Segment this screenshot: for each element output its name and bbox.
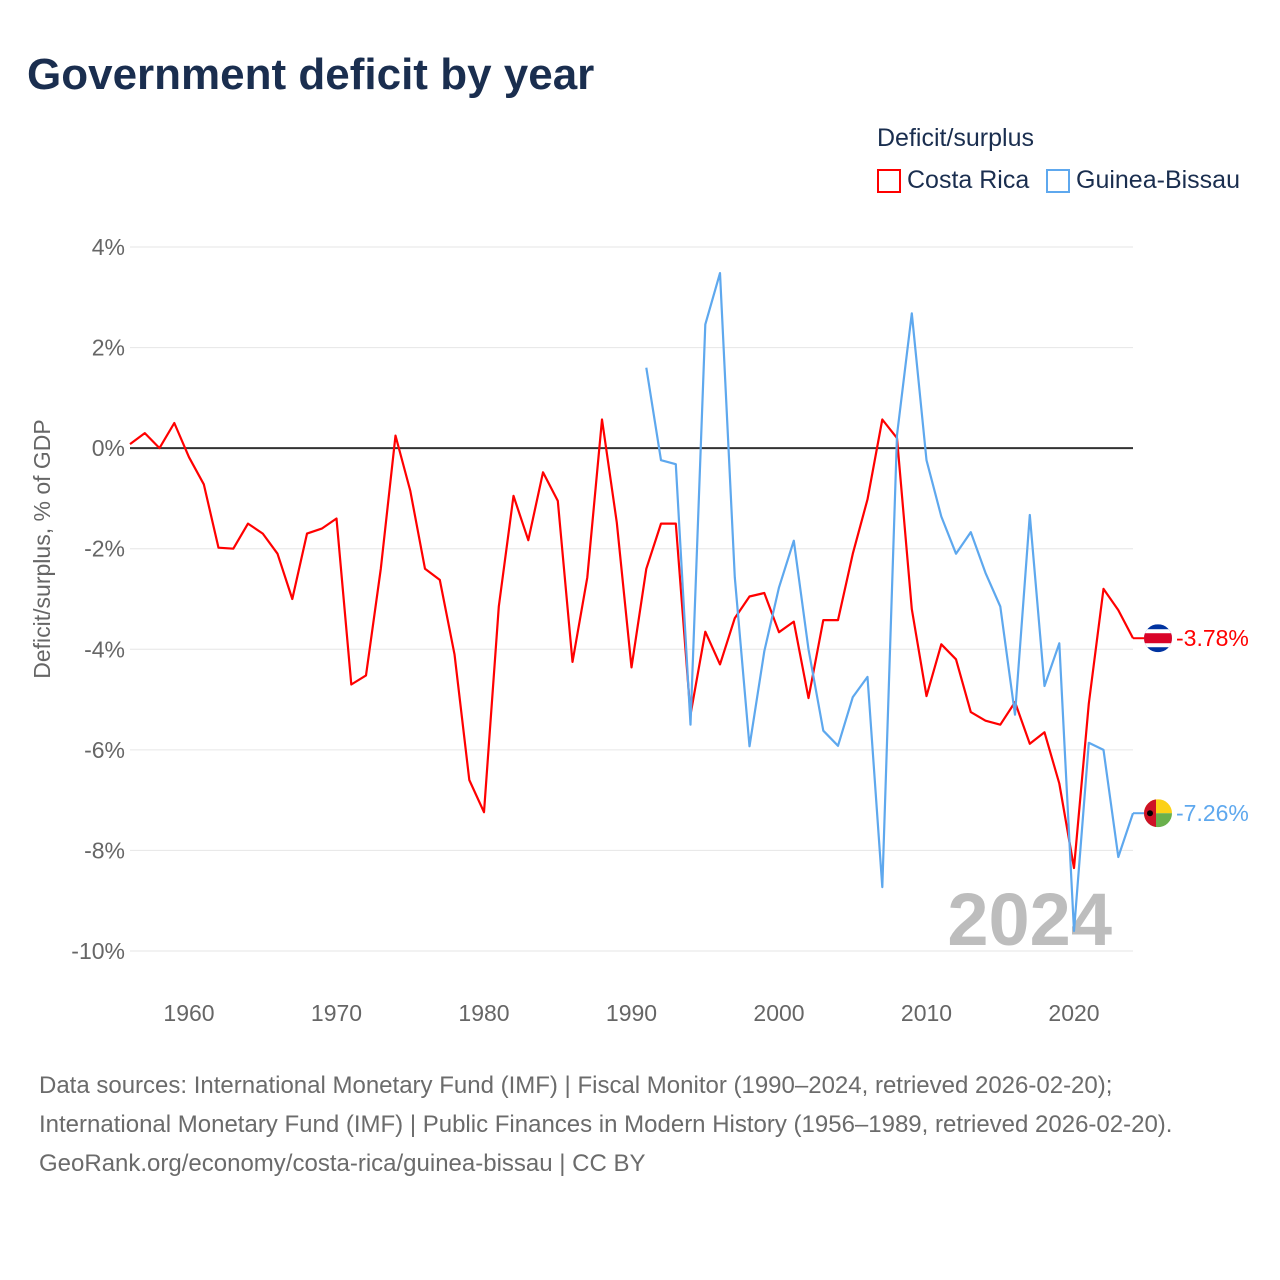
costa-rica-flag-icon	[1144, 624, 1172, 653]
legend-swatch-icon	[1046, 168, 1070, 193]
legend-label: Guinea-Bissau	[1076, 166, 1240, 194]
line-chart: 4% 2% 0% -2% -4% -6% -8% -10% 1960 1970 1980 1990 20…	[29, 234, 1249, 1026]
legend-item-costa-rica[interactable]: Costa Rica	[877, 166, 1029, 195]
y-tick-label: -4%	[84, 636, 125, 662]
year-annotation: 2024	[947, 878, 1112, 961]
y-tick-label: 4%	[92, 234, 125, 260]
series-line-guinea-bissau	[645, 272, 1135, 933]
x-tick-label: 2000	[753, 1000, 804, 1026]
y-tick-label: 2%	[92, 335, 125, 361]
chart-title: Government deficit by year	[27, 50, 595, 99]
y-axis-title: Deficit/surplus, % of GDP	[29, 419, 55, 678]
series-line-costa-rica	[129, 418, 1134, 870]
data-sources: Data sources: International Monetary Fun…	[39, 1072, 1173, 1138]
x-tick-label: 1960	[163, 1000, 214, 1026]
end-value-label: -7.26%	[1176, 800, 1249, 826]
x-tick-label: 2010	[901, 1000, 952, 1026]
y-tick-label: -10%	[71, 938, 125, 964]
legend-title: Deficit/surplus	[877, 124, 1034, 152]
source-link[interactable]: GeoRank.org/economy/costa-rica/guinea-bi…	[39, 1150, 646, 1177]
footer: Data sources: International Monetary Fun…	[39, 1066, 1239, 1183]
y-tick-label: -8%	[84, 837, 125, 863]
y-tick-label: -2%	[84, 536, 125, 562]
x-tick-label: 2020	[1048, 1000, 1099, 1026]
y-tick-label: 0%	[92, 435, 125, 461]
y-tick-label: -6%	[84, 737, 125, 763]
legend-item-guinea-bissau[interactable]: Guinea-Bissau	[1046, 166, 1240, 195]
x-tick-label: 1980	[458, 1000, 509, 1026]
legend-label: Costa Rica	[907, 166, 1030, 194]
guinea-bissau-flag-icon	[1144, 799, 1172, 828]
x-tick-label: 1990	[606, 1000, 657, 1026]
legend-swatch-icon	[877, 168, 901, 193]
x-tick-label: 1970	[311, 1000, 362, 1026]
end-value-label: -3.78%	[1176, 625, 1249, 651]
